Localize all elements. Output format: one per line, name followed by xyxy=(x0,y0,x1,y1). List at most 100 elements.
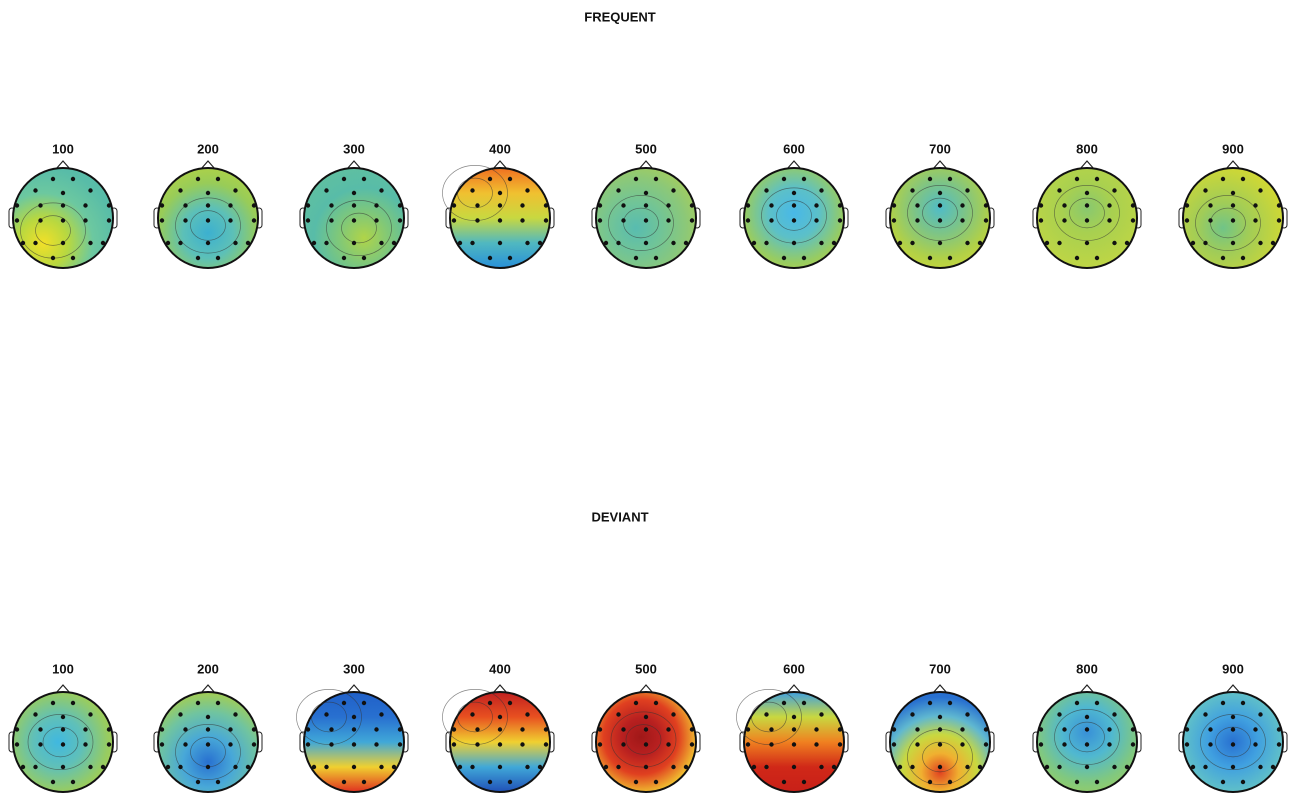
electrode xyxy=(1203,188,1208,193)
scalp-map xyxy=(12,691,114,793)
electrode xyxy=(689,742,695,747)
time-label: 200 xyxy=(197,661,219,676)
electrode xyxy=(960,218,965,223)
electrode xyxy=(910,240,915,246)
time-label: 300 xyxy=(343,141,365,156)
electrode xyxy=(791,203,797,208)
electrode xyxy=(106,727,112,732)
electrode xyxy=(745,727,751,732)
electrode xyxy=(1107,742,1112,747)
electrode xyxy=(1130,218,1136,223)
electrode xyxy=(374,727,379,732)
electrode xyxy=(324,712,329,717)
electrode xyxy=(891,727,897,732)
electrode xyxy=(60,203,66,208)
electrode xyxy=(215,700,221,706)
electrode xyxy=(689,727,695,732)
time-label: 700 xyxy=(929,141,951,156)
electrode xyxy=(1253,742,1258,747)
electrode xyxy=(251,727,257,732)
electrode xyxy=(1130,727,1136,732)
electrode xyxy=(178,240,183,246)
electrode xyxy=(520,727,525,732)
time-label: 600 xyxy=(783,661,805,676)
electrode xyxy=(50,779,56,785)
electrode xyxy=(745,742,751,747)
electrode xyxy=(814,203,819,208)
electrode xyxy=(1094,176,1100,182)
electrode xyxy=(60,240,66,246)
contour xyxy=(736,689,802,745)
electrode xyxy=(470,188,475,193)
scalp-map xyxy=(1182,167,1284,269)
electrode xyxy=(543,742,549,747)
electrode xyxy=(215,779,221,785)
electrode xyxy=(791,218,797,223)
electrode xyxy=(1130,203,1136,208)
electrode xyxy=(361,176,367,182)
contour xyxy=(608,195,674,251)
electrode xyxy=(507,700,513,706)
electrode xyxy=(683,240,689,246)
electrode xyxy=(1184,742,1190,747)
electrode xyxy=(1258,764,1263,770)
electrode xyxy=(764,240,769,246)
electrode xyxy=(1276,727,1282,732)
electrode xyxy=(1190,764,1196,770)
topomap: 800 xyxy=(1032,141,1142,269)
electrode xyxy=(205,218,211,223)
electrode xyxy=(1203,712,1208,717)
electrode xyxy=(60,218,66,223)
contour xyxy=(610,711,677,768)
scalp-map xyxy=(743,691,845,793)
electrode xyxy=(633,255,639,261)
electrode xyxy=(311,240,317,246)
electrode xyxy=(361,255,367,261)
electrode xyxy=(205,714,211,720)
electrode xyxy=(543,727,549,732)
electrode xyxy=(1038,218,1044,223)
electrode xyxy=(671,188,676,193)
electrode xyxy=(819,240,824,246)
electrode xyxy=(106,203,112,208)
electrode xyxy=(1240,700,1246,706)
electrode xyxy=(960,203,965,208)
topomap: 200 xyxy=(153,661,263,793)
electrode xyxy=(1084,240,1090,246)
electrode xyxy=(1074,779,1080,785)
electrode xyxy=(819,712,824,717)
electrode xyxy=(801,176,807,182)
time-label: 700 xyxy=(929,661,951,676)
nose xyxy=(786,684,802,694)
electrode xyxy=(487,176,493,182)
electrode xyxy=(1184,727,1190,732)
electrode xyxy=(1074,700,1080,706)
electrode xyxy=(1074,255,1080,261)
nose xyxy=(346,160,362,170)
electrode xyxy=(897,240,903,246)
contour xyxy=(1054,709,1120,765)
electrode xyxy=(977,764,983,770)
electrode xyxy=(50,700,56,706)
electrode xyxy=(915,727,920,732)
electrode xyxy=(251,203,257,208)
electrode xyxy=(1084,727,1090,732)
electrode xyxy=(947,255,953,261)
electrode xyxy=(183,727,188,732)
electrode xyxy=(801,779,807,785)
electrode xyxy=(83,742,88,747)
electrode xyxy=(1062,742,1067,747)
electrode xyxy=(937,190,943,196)
electrode xyxy=(1203,240,1208,246)
electrode xyxy=(837,218,843,223)
electrode xyxy=(543,203,549,208)
electrode xyxy=(391,240,397,246)
electrode xyxy=(769,203,774,208)
electrode xyxy=(245,240,251,246)
electrode xyxy=(475,218,480,223)
electrode xyxy=(88,712,93,717)
time-label: 500 xyxy=(635,141,657,156)
electrode xyxy=(525,764,530,770)
electrode xyxy=(159,218,165,223)
electrode xyxy=(159,742,165,747)
